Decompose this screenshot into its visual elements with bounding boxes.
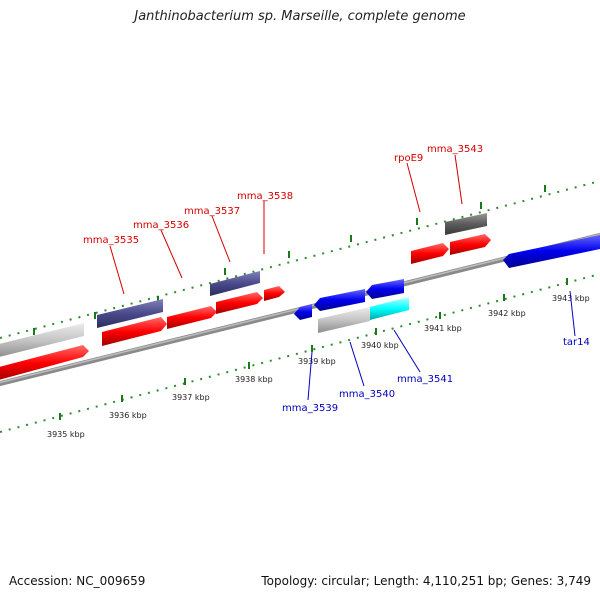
gene-blue-3[interactable] xyxy=(366,279,404,299)
gene-tar14[interactable] xyxy=(503,234,600,268)
accession-text: Accession: NC_009659 xyxy=(9,574,146,588)
ruler-label: 3936 kbp xyxy=(109,411,147,420)
gene-label-mma-3535: mma_3535 xyxy=(83,235,139,246)
gene-blue-small[interactable] xyxy=(294,304,312,320)
forward-leader-lines xyxy=(109,154,463,295)
gene-mma-3543[interactable] xyxy=(445,213,487,235)
ruler-label: 3941 kbp xyxy=(424,324,462,333)
gene-mma-3536[interactable] xyxy=(102,317,167,346)
gene-label-mma-3536: mma_3536 xyxy=(133,220,189,231)
gene-mma-3538[interactable] xyxy=(216,292,263,314)
gene-mma-3537[interactable] xyxy=(210,271,260,296)
gene-label-mma-3541: mma_3541 xyxy=(397,374,453,385)
map-title: Janthinobacterium sp. Marseille, complet… xyxy=(134,9,466,24)
forward-major-ticks xyxy=(33,185,546,335)
gene-red-small[interactable] xyxy=(264,286,285,301)
ruler-label: 3939 kbp xyxy=(298,357,336,366)
ruler-label: 3935 kbp xyxy=(47,430,85,439)
gene-label-mma-3539: mma_3539 xyxy=(282,403,338,414)
gene-red-left[interactable] xyxy=(0,345,89,381)
gene-label-mma-3540: mma_3540 xyxy=(339,389,395,400)
gene-mma-3535[interactable] xyxy=(97,299,163,328)
forward-inner-features xyxy=(0,234,491,381)
gene-mma-3540[interactable] xyxy=(318,307,370,333)
genome-summary-text: Topology: circular; Length: 4,110,251 bp… xyxy=(261,574,591,588)
gene-red-right[interactable] xyxy=(450,234,491,255)
gene-label-mma-3543: mma_3543 xyxy=(427,144,483,155)
ruler-label: 3940 kbp xyxy=(361,341,399,350)
gene-label-mma-3537: mma_3537 xyxy=(184,206,240,217)
reverse-leader-lines xyxy=(307,290,576,401)
ruler-label: 3942 kbp xyxy=(488,309,526,318)
gene-mma-3541[interactable] xyxy=(370,297,409,320)
gene-label-mma-3538: mma_3538 xyxy=(237,191,293,202)
gene-label-rpoE9: rpoE9 xyxy=(394,153,423,164)
ruler-label: 3937 kbp xyxy=(172,393,210,402)
reverse-major-ticks xyxy=(59,278,568,420)
reverse-features xyxy=(294,234,600,333)
ruler-label: 3938 kbp xyxy=(235,375,273,384)
gene-red-2[interactable] xyxy=(167,306,217,329)
gene-label-tar14: tar14 xyxy=(563,337,590,348)
gene-mma-3539[interactable] xyxy=(314,289,365,311)
forward-outer-features xyxy=(0,213,487,358)
gene-grey-left[interactable] xyxy=(0,323,84,358)
gene-rpoE9[interactable] xyxy=(411,243,449,264)
